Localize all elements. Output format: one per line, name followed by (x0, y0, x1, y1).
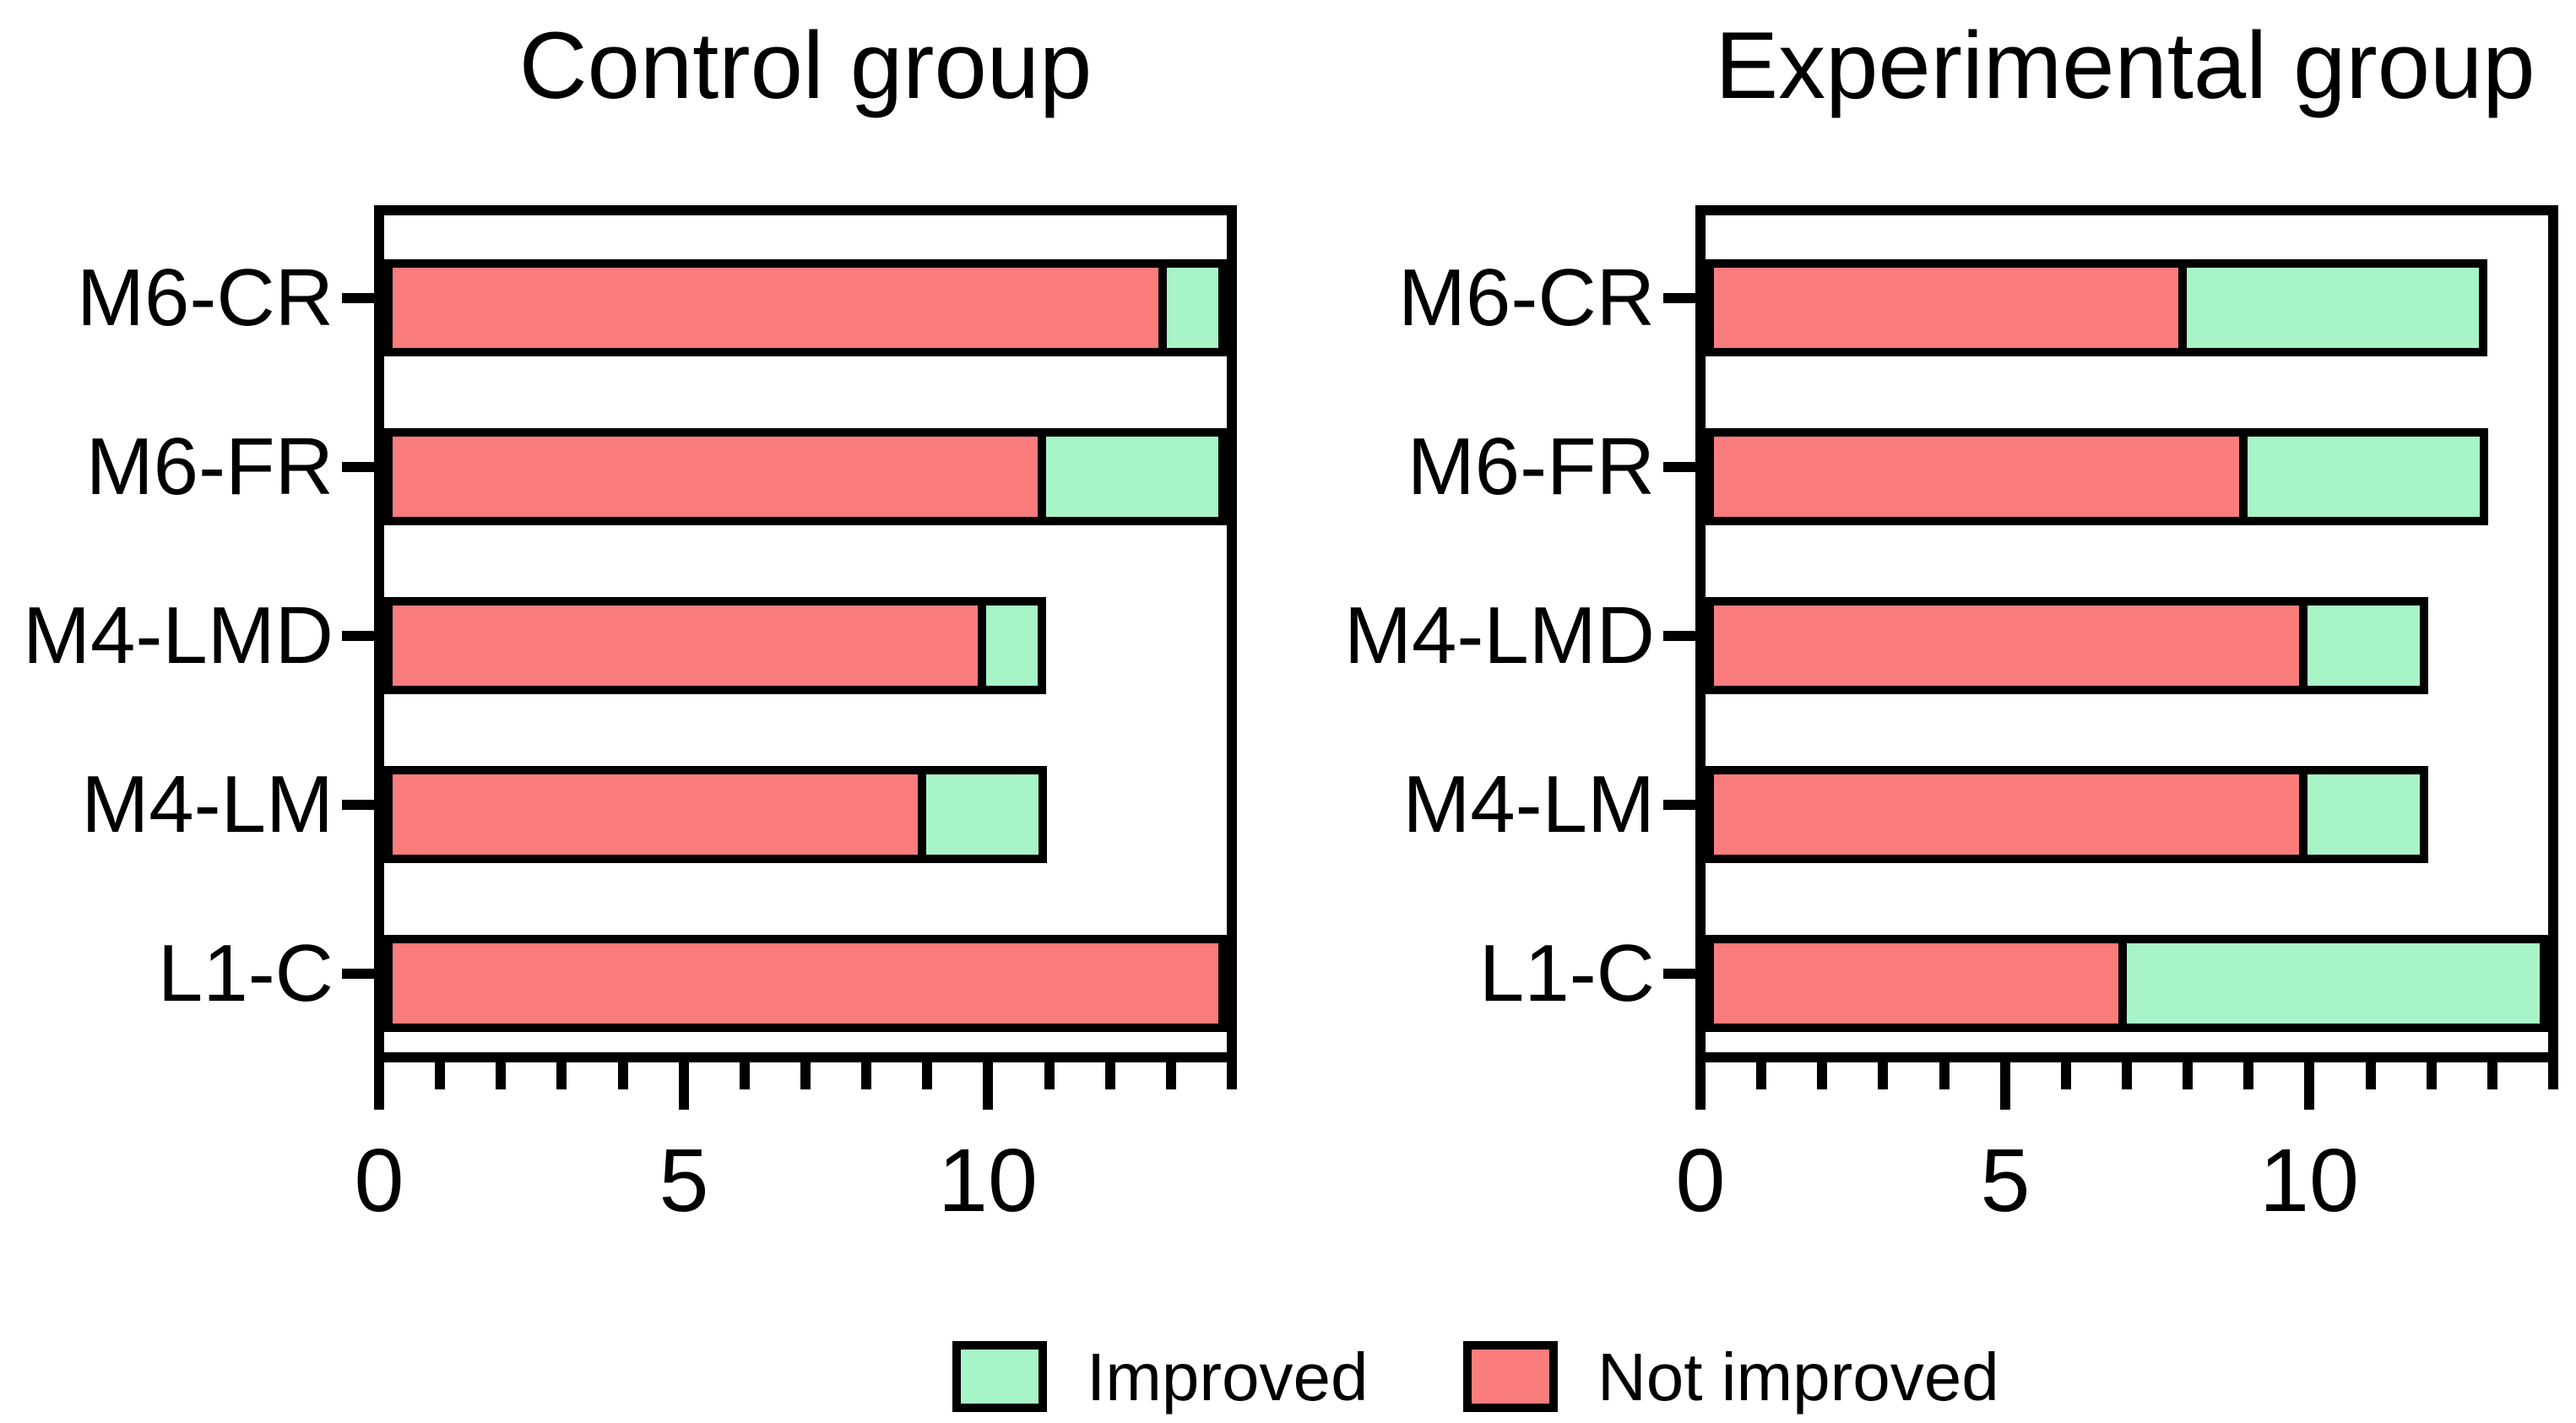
bar-row (384, 935, 1227, 1032)
x-tick-major (2304, 1059, 2314, 1110)
segment-not-improved (1706, 259, 2187, 356)
bar-row (1706, 935, 2548, 1032)
bar-row (1706, 259, 2548, 356)
x-tick-minor (861, 1059, 871, 1089)
category-tick (1663, 293, 1695, 303)
x-tick-major (679, 1059, 689, 1110)
segment-not-improved (384, 597, 986, 694)
x-tick-label: 10 (938, 1131, 1038, 1230)
x-tick-minor (1817, 1059, 1827, 1089)
segment-improved (1158, 259, 1227, 356)
x-tick-minor (922, 1059, 932, 1089)
x-tick-minor (1227, 1059, 1237, 1089)
chart-title-control: Control group (518, 13, 1093, 118)
bar-row (384, 597, 1227, 694)
segment-improved (2299, 766, 2428, 863)
x-tick-minor (2061, 1059, 2071, 1089)
x-tick-label: 0 (354, 1131, 404, 1230)
legend-swatch-not-improved (1463, 1341, 1558, 1412)
bar-row (1706, 428, 2548, 525)
x-tick-minor (556, 1059, 567, 1089)
x-tick-minor (2183, 1059, 2193, 1089)
category-tick (342, 800, 374, 810)
x-tick-major (983, 1059, 993, 1110)
x-tick-minor (618, 1059, 628, 1089)
bar-row (384, 259, 1227, 356)
x-tick-minor (2122, 1059, 2132, 1089)
category-tick (1663, 969, 1695, 979)
segment-improved (2239, 428, 2488, 525)
x-tick-minor (2243, 1059, 2253, 1089)
category-label: L1-C (1478, 928, 1655, 1018)
x-tick-minor (740, 1059, 750, 1089)
category-label: M4-LM (1402, 759, 1655, 850)
category-label: M4-LM (81, 759, 334, 850)
segment-improved (2178, 259, 2487, 356)
x-tick-minor (2366, 1059, 2376, 1089)
legend-label-not-improved: Not improved (1597, 1339, 1999, 1415)
segment-not-improved (1706, 766, 2308, 863)
x-tick-major (2000, 1059, 2010, 1110)
category-tick (342, 462, 374, 472)
bar-row (1706, 766, 2548, 863)
category-label: L1-C (157, 928, 334, 1018)
segment-improved (918, 766, 1047, 863)
category-tick (342, 631, 374, 641)
plot-area (374, 205, 1237, 1062)
x-tick-major (374, 1059, 384, 1110)
segment-not-improved (384, 935, 1227, 1032)
segment-not-improved (384, 428, 1046, 525)
category-label: M6-FR (1407, 421, 1655, 512)
category-label: M6-CR (77, 253, 334, 343)
plot-area (1695, 205, 2558, 1062)
segment-not-improved (1706, 597, 2308, 694)
category-tick (1663, 631, 1695, 641)
x-tick-minor (1105, 1059, 1115, 1089)
segment-improved (978, 597, 1046, 694)
x-tick-label: 0 (1675, 1131, 1726, 1230)
category-tick (1663, 462, 1695, 472)
segment-not-improved (1706, 428, 2248, 525)
x-tick-minor (2548, 1059, 2558, 1089)
x-tick-minor (1939, 1059, 1950, 1089)
chart-title-experimental: Experimental group (1715, 13, 2535, 118)
segment-improved (2118, 935, 2548, 1032)
segment-not-improved (1706, 935, 2127, 1032)
category-label: M6-FR (85, 421, 334, 512)
bar-row (384, 428, 1227, 525)
x-tick-major (1695, 1059, 1706, 1110)
x-tick-label: 5 (659, 1131, 709, 1230)
category-tick (1663, 800, 1695, 810)
segment-improved (2299, 597, 2428, 694)
x-tick-minor (800, 1059, 811, 1089)
x-tick-minor (1166, 1059, 1176, 1089)
x-tick-minor (1044, 1059, 1055, 1089)
x-tick-label: 10 (2259, 1131, 2359, 1230)
category-label: M6-CR (1398, 253, 1655, 343)
segment-improved (1038, 428, 1227, 525)
x-tick-minor (2427, 1059, 2437, 1089)
category-tick (342, 969, 374, 979)
category-label: M4-LMD (22, 590, 334, 681)
bar-row (384, 766, 1227, 863)
x-tick-minor (435, 1059, 445, 1089)
segment-not-improved (384, 766, 926, 863)
x-tick-minor (496, 1059, 506, 1089)
bar-row (1706, 597, 2548, 694)
category-tick (342, 293, 374, 303)
segment-not-improved (384, 259, 1167, 356)
x-tick-minor (1878, 1059, 1888, 1089)
category-label: M4-LMD (1343, 590, 1655, 681)
legend-swatch-improved (952, 1341, 1047, 1412)
x-tick-minor (1756, 1059, 1766, 1089)
legend-label-improved: Improved (1087, 1339, 1369, 1415)
x-tick-label: 5 (1980, 1131, 2031, 1230)
x-tick-minor (2487, 1059, 2497, 1089)
